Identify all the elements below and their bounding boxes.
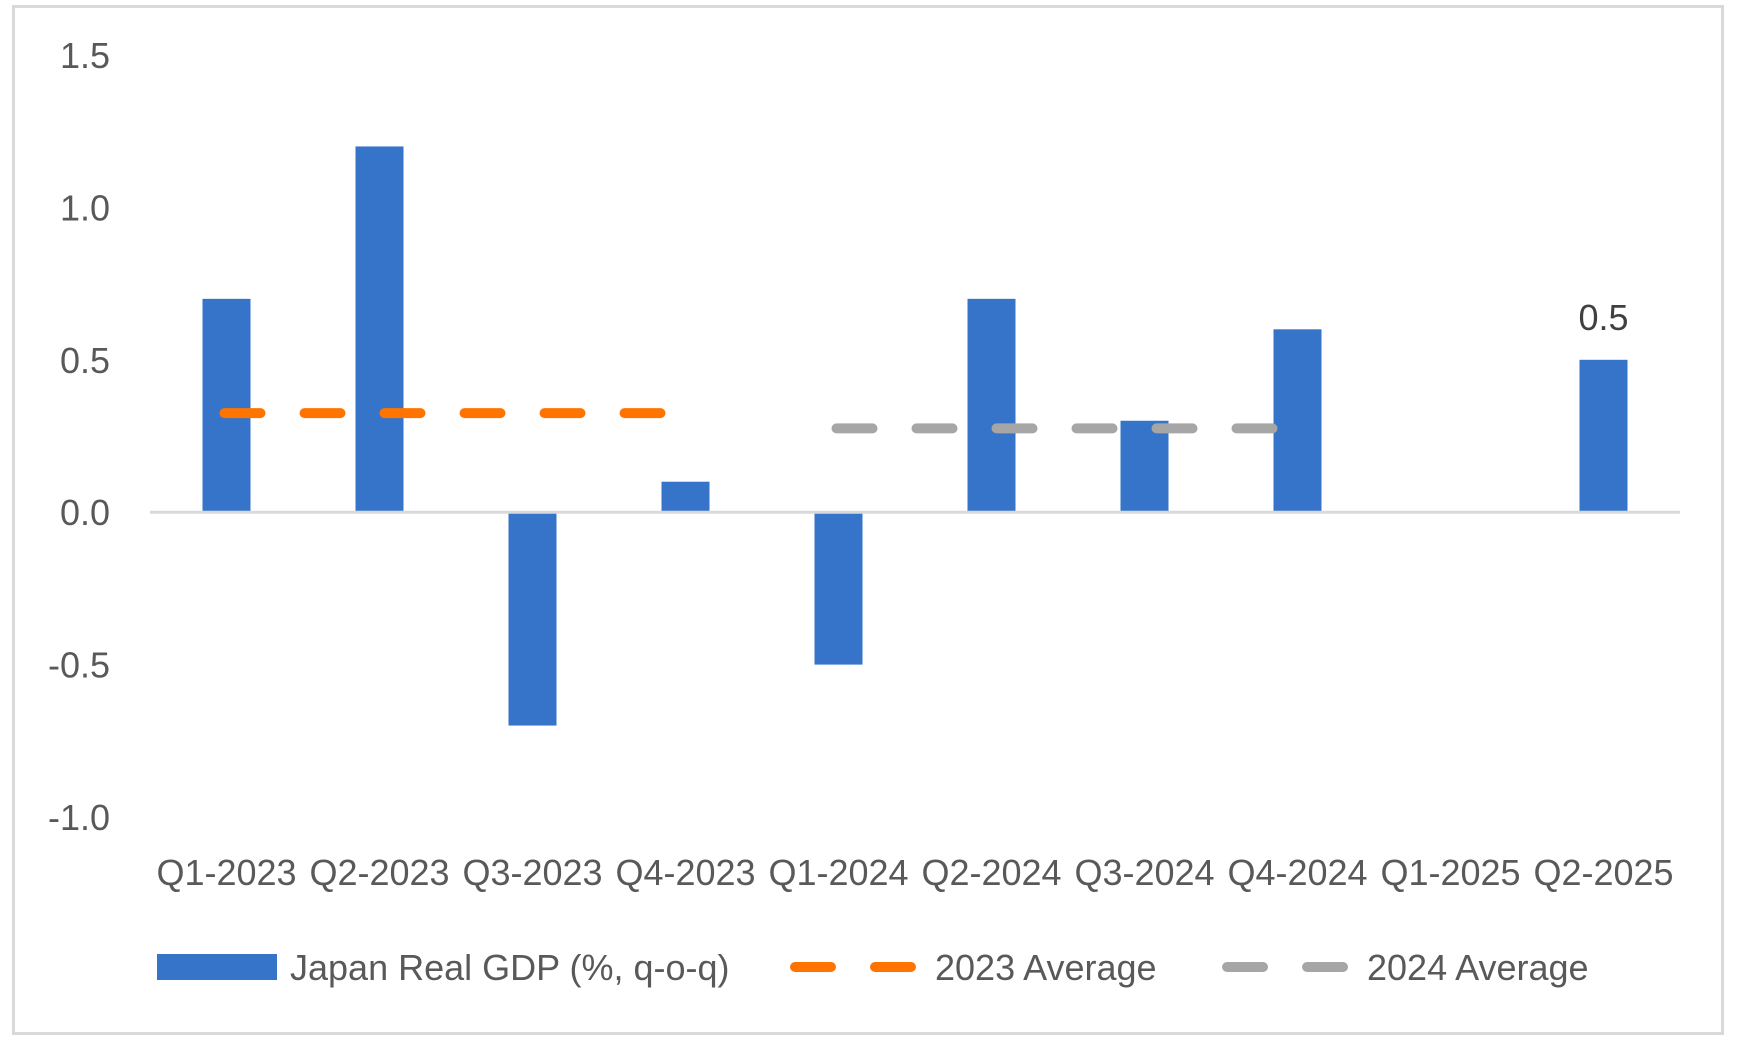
- legend: Japan Real GDP (%, q-o-q) 2023 Average 202…: [157, 947, 1589, 988]
- bars: [202, 146, 1628, 726]
- chart-frame: [12, 5, 1724, 1035]
- x-axis-ticks: Q1-2023 Q2-2023 Q3-2023 Q4-2023 Q1-2024 Q2-20…: [156, 852, 1673, 893]
- legend-item: 2024 Average: [1222, 947, 1589, 988]
- x-tick-label: Q2-2025: [1533, 852, 1673, 893]
- y-tick-label: -0.5: [48, 645, 110, 686]
- y-tick-label: 1.0: [60, 187, 110, 228]
- x-tick-label: Q2-2024: [921, 852, 1061, 893]
- legend-label: Japan Real GDP (%, q-o-q): [290, 947, 730, 988]
- y-tick-label: 1.5: [60, 35, 110, 76]
- y-tick-label: 0.0: [60, 492, 110, 533]
- bar-q1-2023: [202, 298, 251, 513]
- legend-item: Japan Real GDP (%, q-o-q): [157, 947, 730, 988]
- x-tick-label: Q1-2025: [1380, 852, 1520, 893]
- data-labels: 0.5: [1578, 297, 1628, 338]
- y-axis-ticks: 1.5 1.0 0.5 0.0 -0.5 -1.0: [48, 35, 110, 838]
- bar-q2-2024: [967, 298, 1016, 513]
- bar-q2-2023: [355, 146, 404, 513]
- x-tick-label: Q1-2023: [156, 852, 296, 893]
- legend-label: 2023 Average: [935, 947, 1157, 988]
- x-tick-label: Q4-2024: [1227, 852, 1367, 893]
- average-lines: [219, 408, 1305, 434]
- bar-q3-2024: [1120, 420, 1169, 513]
- x-tick-label: Q3-2023: [462, 852, 602, 893]
- legend-label: 2024 Average: [1367, 947, 1589, 988]
- legend-item: 2023 Average: [790, 947, 1157, 988]
- y-tick-label: 0.5: [60, 340, 110, 381]
- bar-q4-2023: [661, 481, 710, 513]
- bar-q4-2024: [1273, 329, 1322, 513]
- x-tick-label: Q1-2024: [768, 852, 908, 893]
- y-tick-label: -1.0: [48, 797, 110, 838]
- bar-q2-2025: [1579, 359, 1628, 513]
- data-label: 0.5: [1578, 297, 1628, 338]
- x-tick-label: Q2-2023: [309, 852, 449, 893]
- x-tick-label: Q4-2023: [615, 852, 755, 893]
- bar-q1-2024: [814, 512, 863, 665]
- x-tick-label: Q3-2024: [1074, 852, 1214, 893]
- legend-swatch: [157, 954, 277, 980]
- bar-q3-2023: [508, 512, 557, 726]
